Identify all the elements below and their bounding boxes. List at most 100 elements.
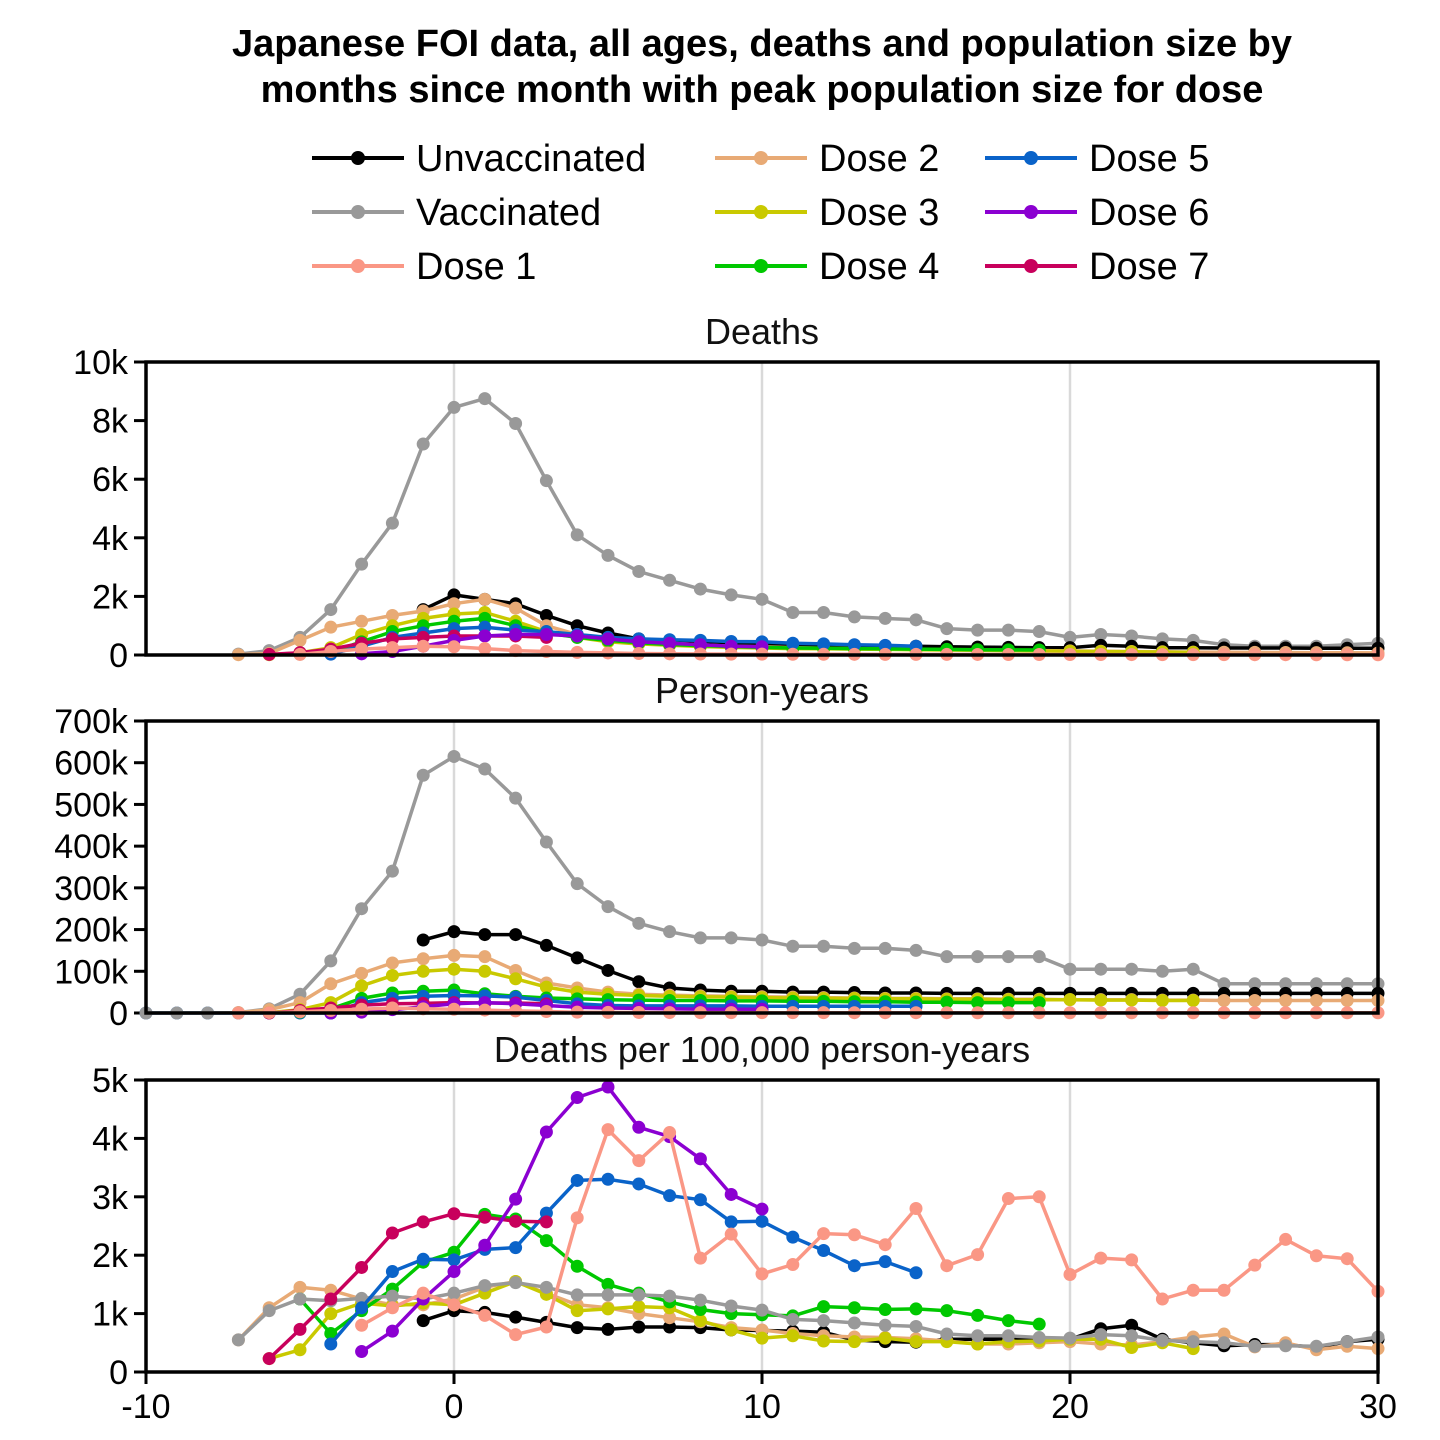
legend-marker-dose-6	[1024, 205, 1038, 219]
point-vaccinated	[786, 1312, 800, 1326]
point-dose-6	[693, 638, 707, 652]
point-dose-6	[478, 629, 492, 643]
point-dose-4	[817, 1300, 831, 1314]
point-dose-5	[601, 1172, 615, 1186]
point-vaccinated	[971, 1329, 985, 1343]
point-dose-3	[1125, 1340, 1139, 1354]
point-dose-2	[324, 977, 338, 991]
legend-marker-unvaccinated	[351, 151, 365, 165]
point-dose-6	[509, 1192, 523, 1206]
point-vaccinated	[1217, 1336, 1231, 1350]
point-dose-3	[909, 1335, 923, 1349]
point-vaccinated	[601, 548, 615, 562]
point-vaccinated	[385, 864, 399, 878]
point-vaccinated	[1279, 1339, 1293, 1353]
panel-title: Person-years	[655, 670, 869, 711]
point-dose-7	[355, 1260, 369, 1274]
point-dose-3	[693, 1314, 707, 1328]
point-dose-4	[940, 1304, 954, 1318]
point-dose-5	[570, 1173, 584, 1187]
point-dose-2	[1248, 993, 1262, 1007]
point-dose-7	[447, 1207, 461, 1221]
point-vaccinated	[262, 1304, 276, 1318]
y-tick-label: 2k	[92, 1237, 129, 1275]
point-vaccinated	[663, 1289, 677, 1303]
point-dose-4	[570, 1259, 584, 1273]
point-vaccinated	[509, 791, 523, 805]
point-vaccinated	[724, 931, 738, 945]
point-dose-3	[632, 1300, 646, 1314]
point-vaccinated	[570, 1288, 584, 1302]
point-dose-3	[1094, 993, 1108, 1007]
point-dose-6	[478, 1238, 492, 1252]
point-dose-5	[385, 1265, 399, 1279]
point-vaccinated	[1155, 964, 1169, 978]
point-dose-1	[385, 1001, 399, 1015]
point-vaccinated	[1094, 1328, 1108, 1342]
point-dose-3	[1125, 993, 1139, 1007]
legend-item-dose-4: Dose 4	[715, 246, 939, 288]
point-vaccinated	[786, 939, 800, 953]
y-tick-label: 400k	[54, 828, 129, 866]
point-dose-6	[570, 629, 584, 643]
point-vaccinated	[447, 400, 461, 414]
point-unvaccinated	[416, 1314, 430, 1328]
point-dose-1	[478, 1308, 492, 1322]
point-dose-6	[539, 627, 553, 641]
point-vaccinated	[909, 943, 923, 957]
point-vaccinated	[570, 528, 584, 542]
point-vaccinated	[663, 573, 677, 587]
point-vaccinated	[724, 588, 738, 602]
series-line-unvaccinated	[422, 1308, 1379, 1350]
point-dose-5	[786, 636, 800, 650]
y-tick-label: 4k	[92, 520, 129, 558]
point-dose-3	[1186, 993, 1200, 1007]
point-unvaccinated	[632, 975, 646, 989]
point-vaccinated	[1248, 977, 1262, 991]
point-vaccinated	[601, 1288, 615, 1302]
point-vaccinated	[1340, 1335, 1354, 1349]
point-dose-3	[1155, 993, 1169, 1007]
y-tick-label: 700k	[54, 703, 129, 741]
point-dose-4	[693, 1303, 707, 1317]
point-vaccinated	[478, 392, 492, 406]
point-dose-4	[940, 995, 954, 1009]
point-dose-1	[940, 1259, 954, 1273]
y-tick-label: 1k	[92, 1296, 129, 1334]
y-tick-label: 0	[109, 637, 128, 675]
legend-item-dose-5: Dose 5	[985, 138, 1209, 180]
point-dose-2	[509, 601, 523, 615]
legend-item-unvaccinated: Unvaccinated	[312, 138, 646, 180]
point-dose-3	[539, 980, 553, 994]
point-dose-4	[1032, 996, 1046, 1010]
point-vaccinated	[416, 768, 430, 782]
series-line-unvaccinated	[422, 593, 1378, 651]
point-vaccinated	[817, 606, 831, 620]
legend-label-unvaccinated: Unvaccinated	[416, 138, 646, 180]
point-vaccinated	[909, 613, 923, 627]
point-unvaccinated	[509, 1310, 523, 1324]
point-dose-2	[416, 952, 430, 966]
point-dose-2	[1217, 993, 1231, 1007]
legend-marker-vaccinated	[351, 205, 365, 219]
point-dose-1	[447, 1298, 461, 1312]
point-vaccinated	[1309, 977, 1323, 991]
point-dose-4	[1032, 1317, 1046, 1331]
y-tick-label: 0	[109, 995, 128, 1033]
point-dose-6	[724, 1187, 738, 1201]
point-dose-4	[324, 1326, 338, 1340]
series-unvaccinated	[416, 1304, 1385, 1354]
point-dose-1	[509, 1328, 523, 1342]
point-dose-6	[570, 1091, 584, 1105]
point-dose-6	[355, 1345, 369, 1359]
panel-title: Deaths	[705, 311, 819, 352]
point-vaccinated	[847, 610, 861, 624]
x-tick-label: 20	[1051, 1388, 1089, 1426]
point-dose-1	[1001, 1192, 1015, 1206]
point-dose-5	[724, 1215, 738, 1229]
point-vaccinated	[632, 916, 646, 930]
point-vaccinated	[447, 1286, 461, 1300]
point-vaccinated	[755, 1303, 769, 1317]
